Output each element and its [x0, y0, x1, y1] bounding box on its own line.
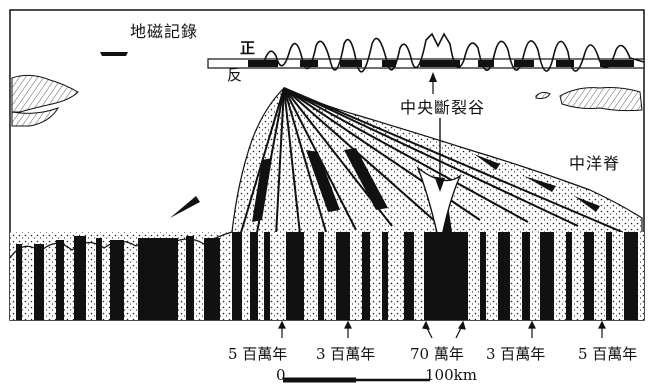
rift-pointer-arrow: [435, 178, 445, 192]
age-label: 3 百萬年: [316, 345, 376, 363]
stripe-band-top-edge: [9, 231, 233, 259]
left-island: [11, 74, 79, 127]
anomaly-pointer-arrow: [429, 72, 437, 82]
age-label: 70 萬年: [410, 345, 464, 363]
label-central-rift: 中央斷裂谷: [400, 98, 486, 117]
label-mid-ocean-ridge: 中洋脊: [569, 154, 621, 173]
magnetic-strip: [207, 58, 645, 69]
scale-start-label: 0: [276, 366, 286, 384]
ship-icon: [100, 52, 128, 56]
label-reversed: 反: [227, 66, 243, 84]
stripe-band: [10, 232, 644, 320]
right-island: [535, 87, 643, 112]
age-label: 5 百萬年: [228, 345, 288, 363]
label-normal: 正: [240, 39, 256, 57]
age-ticks: [278, 320, 606, 339]
age-label: 3 百萬年: [486, 345, 546, 363]
magnetic-anomaly-curve: [263, 32, 645, 73]
scale-end-label: 100km: [425, 366, 477, 384]
label-magnetic-record: 地磁記錄: [130, 22, 199, 41]
flow-arrows: [170, 154, 600, 218]
age-label: 5 百萬年: [578, 345, 638, 363]
